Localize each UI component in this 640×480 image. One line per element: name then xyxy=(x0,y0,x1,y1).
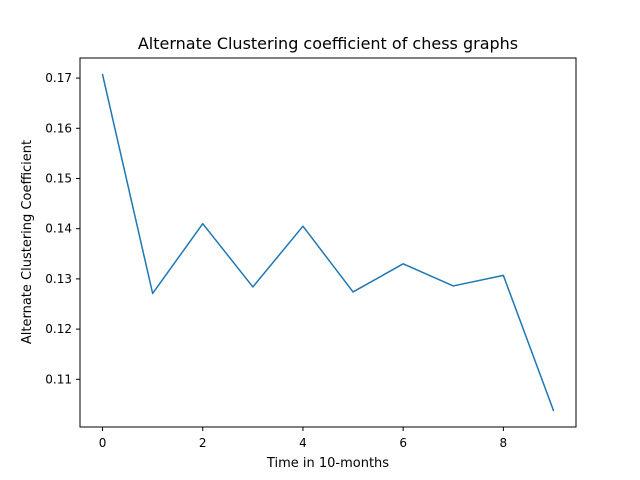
plot-area xyxy=(101,73,555,412)
y-tick-label: 0.13 xyxy=(45,272,72,286)
y-tick-label: 0.11 xyxy=(45,372,72,386)
x-tick-label: 4 xyxy=(299,436,307,450)
series-line-0 xyxy=(101,73,555,412)
x-tick-label: 8 xyxy=(500,436,508,450)
x-tick-label: 2 xyxy=(199,436,207,450)
x-axis: 0 2 4 6 8 xyxy=(99,427,507,450)
y-tick-label: 0.15 xyxy=(45,171,72,185)
y-tick-label: 0.12 xyxy=(45,322,72,336)
y-axis-label: Alternate Clustering Coefficient xyxy=(20,140,35,344)
plot-frame xyxy=(79,57,577,428)
x-tick-label: 6 xyxy=(399,436,407,450)
y-tick-label: 0.16 xyxy=(45,121,72,135)
chart-title: Alternate Clustering coefficient of ches… xyxy=(138,34,518,53)
y-axis: 0.11 0.12 0.13 0.14 0.15 0.16 0.17 xyxy=(45,71,80,386)
y-tick-label: 0.14 xyxy=(45,222,72,236)
x-axis-label: Time in 10-months xyxy=(266,456,389,471)
y-tick-label: 0.17 xyxy=(45,71,72,85)
x-tick-label: 0 xyxy=(99,436,107,450)
